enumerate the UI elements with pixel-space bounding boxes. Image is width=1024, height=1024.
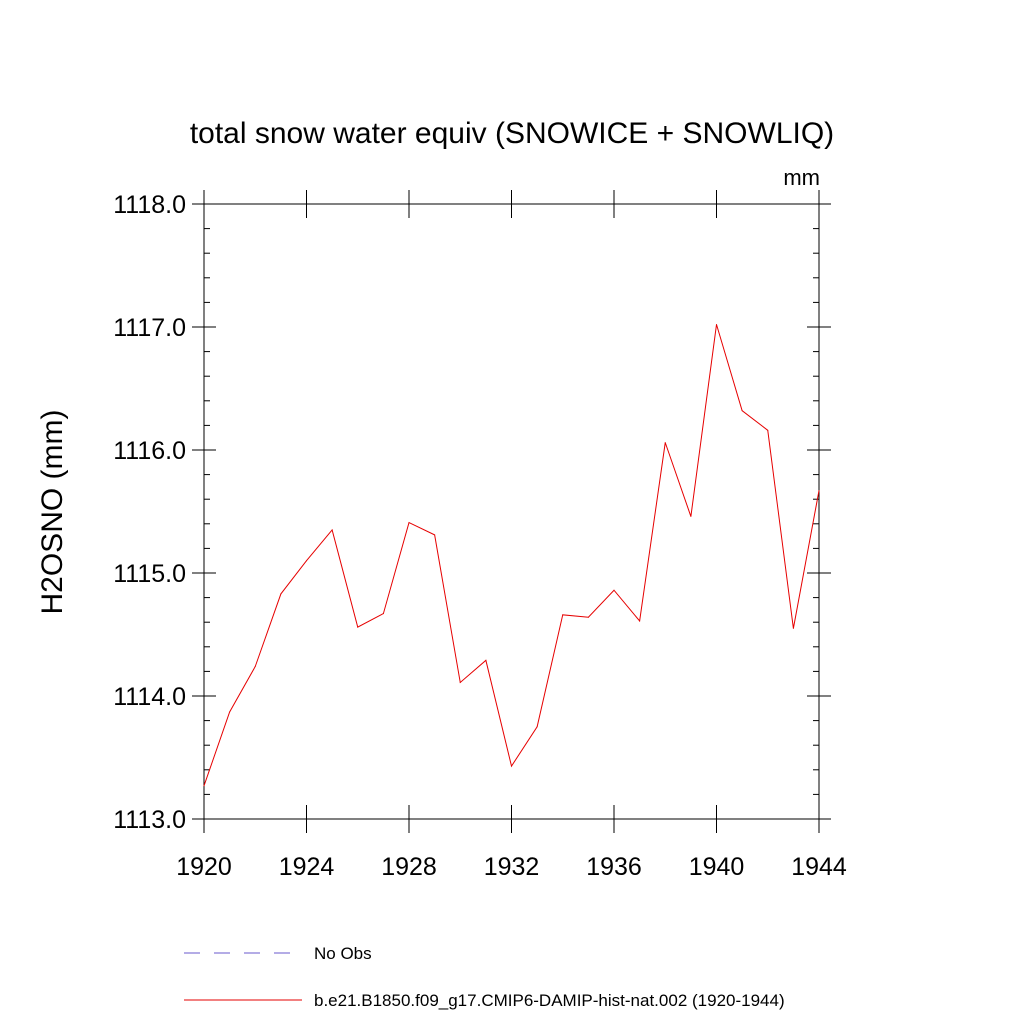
- data-point: [639, 620, 641, 622]
- y-tick-label: 1118.0: [113, 191, 186, 219]
- y-tick-label: 1117.0: [113, 314, 186, 342]
- x-tick-label: 1920: [176, 853, 232, 881]
- data-point: [613, 589, 615, 591]
- data-point: [408, 522, 410, 524]
- series-line-1: [203, 324, 820, 786]
- x-tick-label: 1944: [791, 853, 847, 881]
- data-point: [229, 711, 231, 713]
- data-point: [485, 659, 487, 661]
- data-point: [767, 429, 769, 431]
- x-tick-label: 1932: [484, 853, 540, 881]
- data-point: [254, 665, 256, 667]
- data-point: [511, 765, 512, 767]
- data-point: [818, 490, 820, 492]
- data-point: [434, 534, 436, 536]
- x-tick-label: 1928: [381, 853, 437, 881]
- data-point: [331, 529, 333, 531]
- data-point: [306, 560, 307, 562]
- data-point: [664, 442, 666, 444]
- x-tick-label: 1936: [586, 853, 642, 881]
- plot-frame: [203, 203, 820, 820]
- data-point: [690, 515, 692, 517]
- x-tick-label: 1940: [689, 853, 745, 881]
- data-point: [280, 593, 282, 595]
- axis-tick-labels: 1920 1924 1928 1932 1936 1940 1944 1113.0 1114.0…: [113, 191, 847, 881]
- data-point: [357, 626, 359, 628]
- data-point: [741, 410, 743, 412]
- data-point: [716, 324, 717, 326]
- data-point: [587, 616, 589, 618]
- x-tick-label: 1924: [279, 853, 335, 881]
- data-point: [382, 613, 384, 615]
- legend-label-no-obs: No Obs: [314, 944, 372, 963]
- axis-ticks: [192, 190, 831, 833]
- data-point: [459, 681, 461, 683]
- units-label: mm: [783, 165, 820, 190]
- y-tick-label: 1114.0: [113, 683, 186, 711]
- data-point: [562, 614, 564, 616]
- y-tick-label: 1116.0: [113, 437, 186, 465]
- data-point: [536, 726, 538, 728]
- y-axis-label: H2OSNO (mm): [36, 410, 69, 615]
- legend-label-model: b.e21.B1850.f09_g17.CMIP6-DAMIP-hist-nat…: [314, 991, 785, 1010]
- data-point: [203, 785, 205, 787]
- series-lines: [203, 324, 820, 787]
- y-tick-label: 1115.0: [113, 560, 186, 588]
- chart-title: total snow water equiv (SNOWICE + SNOWLI…: [190, 117, 834, 150]
- data-point: [792, 627, 794, 629]
- y-tick-label: 1113.0: [113, 806, 186, 834]
- legend: No Obs b.e21.B1850.f09_g17.CMIP6-DAMIP-h…: [184, 944, 785, 1010]
